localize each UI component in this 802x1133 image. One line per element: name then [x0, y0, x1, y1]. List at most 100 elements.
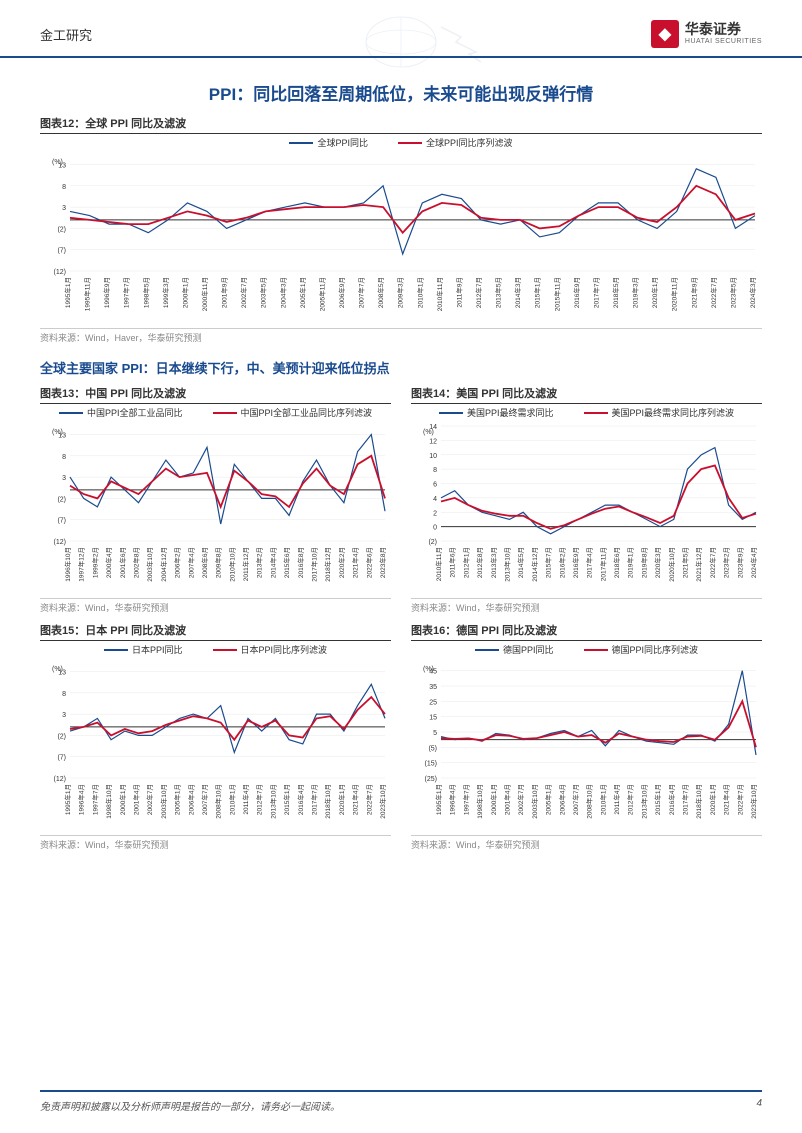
svg-text:1998年10月: 1998年10月: [104, 784, 113, 819]
svg-text:2013年10月: 2013年10月: [639, 784, 648, 819]
chart-14-title: 图表14：美国 PPI 同比及滤波: [411, 385, 762, 404]
svg-text:2002年7月: 2002年7月: [239, 277, 248, 308]
svg-text:35: 35: [429, 684, 437, 691]
svg-text:2018年5月: 2018年5月: [611, 277, 620, 308]
svg-text:2001年4月: 2001年4月: [131, 784, 140, 815]
svg-text:2018年10月: 2018年10月: [694, 784, 703, 819]
svg-text:2012年8月: 2012年8月: [475, 547, 484, 578]
svg-text:1996年9月: 1996年9月: [102, 277, 111, 308]
svg-text:2005年1月: 2005年1月: [298, 277, 307, 308]
chart-12-svg: (%)(12)(7)(2)38131995年1月1995年11月1996年9月1…: [40, 151, 760, 326]
svg-text:2000年1月: 2000年1月: [489, 784, 498, 815]
chart-16-svg: (%)(25)(15)(5)5152535451995年1月1996年4月199…: [411, 658, 761, 833]
chart-14-source: 资料来源：Wind，华泰研究预测: [411, 598, 762, 614]
chart-13-container: 图表13：中国 PPI 同比及滤波 中国PPI全部工业品同比 中国PPI全部工业…: [40, 385, 391, 614]
svg-text:2014年4月: 2014年4月: [268, 547, 277, 578]
svg-text:2001年6月: 2001年6月: [118, 547, 127, 578]
svg-text:2002年7月: 2002年7月: [145, 784, 154, 815]
chart-16-container: 图表16：德国 PPI 同比及滤波 德国PPI同比 德国PPI同比序列滤波 (%…: [411, 622, 762, 851]
svg-text:2021年5月: 2021年5月: [681, 547, 690, 578]
svg-text:1995年11月: 1995年11月: [83, 277, 92, 311]
legend-filter: 日本PPI同比序列滤波: [241, 643, 328, 656]
svg-text:2017年10月: 2017年10月: [310, 547, 319, 582]
svg-text:2002年8月: 2002年8月: [131, 547, 140, 578]
svg-text:1997年7月: 1997年7月: [90, 784, 99, 815]
legend-filter: 中国PPI全部工业品同比序列滤波: [241, 406, 373, 419]
svg-text:2011年4月: 2011年4月: [241, 784, 250, 815]
svg-text:2015年7月: 2015年7月: [544, 547, 553, 578]
svg-text:2007年7月: 2007年7月: [357, 277, 366, 308]
svg-text:(5): (5): [428, 745, 437, 752]
svg-text:(2): (2): [57, 733, 66, 740]
svg-text:1997年7月: 1997年7月: [122, 277, 131, 308]
svg-text:8: 8: [433, 467, 437, 474]
svg-text:2010年1月: 2010年1月: [415, 277, 424, 308]
svg-text:2003年10月: 2003年10月: [159, 784, 168, 819]
svg-text:3: 3: [62, 205, 66, 212]
svg-text:2000年1月: 2000年1月: [118, 784, 127, 815]
svg-text:2019年8月: 2019年8月: [639, 547, 648, 578]
svg-text:2023年10月: 2023年10月: [749, 784, 758, 819]
svg-text:1998年5月: 1998年5月: [141, 277, 150, 308]
svg-text:2017年7月: 2017年7月: [681, 784, 690, 815]
svg-text:1996年4月: 1996年4月: [77, 784, 86, 815]
svg-text:3: 3: [62, 712, 66, 719]
chart-12-title: 图表12：全球 PPI 同比及滤波: [40, 115, 762, 134]
chart-15-title: 图表15：日本 PPI 同比及滤波: [40, 622, 391, 641]
svg-text:2001年9月: 2001年9月: [220, 277, 229, 308]
legend-raw: 全球PPI同比: [317, 136, 368, 149]
svg-text:2007年7月: 2007年7月: [200, 784, 209, 815]
svg-text:2023年8月: 2023年8月: [378, 547, 387, 578]
disclaimer: 免责声明和披露以及分析师声明是报告的一部分，请务必一起阅读。: [40, 1098, 340, 1113]
svg-text:2005年11月: 2005年11月: [317, 277, 326, 311]
svg-text:1998年10月: 1998年10月: [475, 784, 484, 819]
legend-filter: 美国PPI最终需求同比序列滤波: [612, 406, 735, 419]
company-name-en: HUATAI SECURITIES: [685, 38, 762, 46]
svg-text:2006年4月: 2006年4月: [557, 784, 566, 815]
svg-text:2023年2月: 2023年2月: [722, 547, 731, 578]
svg-text:2022年7月: 2022年7月: [735, 784, 744, 815]
chart-13-legend: 中国PPI全部工业品同比 中国PPI全部工业品同比序列滤波: [40, 406, 391, 419]
svg-text:13: 13: [58, 670, 66, 677]
svg-text:2016年4月: 2016年4月: [296, 784, 305, 815]
chart-15-legend: 日本PPI同比 日本PPI同比序列滤波: [40, 643, 391, 656]
svg-text:2012年7月: 2012年7月: [474, 277, 483, 308]
svg-text:(2): (2): [57, 226, 66, 233]
svg-text:12: 12: [429, 438, 437, 445]
svg-text:2010年1月: 2010年1月: [598, 784, 607, 815]
svg-text:2024年4月: 2024年4月: [749, 547, 758, 578]
svg-text:2002年7月: 2002年7月: [516, 784, 525, 815]
legend-filter: 德国PPI同比序列滤波: [612, 643, 699, 656]
svg-text:2021年4月: 2021年4月: [722, 784, 731, 815]
svg-text:2005年1月: 2005年1月: [173, 784, 182, 815]
svg-text:2017年4月: 2017年4月: [585, 547, 594, 578]
svg-text:2004年3月: 2004年3月: [278, 277, 287, 308]
svg-text:2012年7月: 2012年7月: [626, 784, 635, 815]
svg-text:2014年3月: 2014年3月: [513, 277, 522, 308]
svg-text:2020年2月: 2020年2月: [337, 547, 346, 578]
svg-text:2020年1月: 2020年1月: [337, 784, 346, 815]
svg-text:2016年8月: 2016年8月: [296, 547, 305, 578]
svg-text:2017年11月: 2017年11月: [598, 547, 607, 581]
svg-text:2008年5月: 2008年5月: [376, 277, 385, 308]
svg-text:2013年2月: 2013年2月: [255, 547, 264, 578]
svg-text:(2): (2): [428, 539, 437, 546]
svg-text:1995年1月: 1995年1月: [63, 784, 72, 815]
svg-text:2019年3月: 2019年3月: [631, 277, 640, 308]
chart-16-source: 资料来源：Wind，华泰研究预测: [411, 835, 762, 851]
svg-text:(7): (7): [57, 248, 66, 255]
svg-text:2023年5月: 2023年5月: [728, 277, 737, 308]
svg-text:2001年4月: 2001年4月: [502, 784, 511, 815]
svg-text:(25): (25): [425, 776, 437, 783]
svg-text:2021年4月: 2021年4月: [351, 547, 360, 578]
svg-text:2010年10月: 2010年10月: [227, 547, 236, 582]
svg-text:2013年10月: 2013年10月: [502, 547, 511, 582]
svg-text:2022年7月: 2022年7月: [709, 277, 718, 308]
legend-raw: 日本PPI同比: [132, 643, 183, 656]
svg-text:2020年1月: 2020年1月: [650, 277, 659, 308]
svg-text:3: 3: [62, 475, 66, 482]
svg-text:8: 8: [62, 184, 66, 191]
svg-text:8: 8: [62, 691, 66, 698]
svg-text:2015年11月: 2015年11月: [552, 277, 561, 311]
svg-text:2023年10月: 2023年10月: [378, 784, 387, 819]
